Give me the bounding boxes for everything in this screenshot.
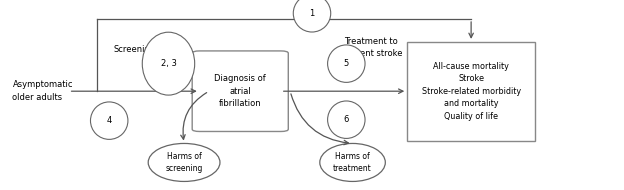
FancyBboxPatch shape [192, 51, 288, 131]
Ellipse shape [148, 143, 220, 181]
Text: All-cause mortality
Stroke
Stroke-related morbidity
and mortality
Quality of lif: All-cause mortality Stroke Stroke-relate… [422, 62, 520, 121]
Text: Asymptomatic
older adults: Asymptomatic older adults [12, 80, 73, 102]
Ellipse shape [328, 101, 365, 139]
Text: 4: 4 [107, 116, 112, 125]
Bar [407, 42, 535, 141]
Text: Treatment to
prevent stroke: Treatment to prevent stroke [341, 37, 402, 58]
Text: 1: 1 [310, 9, 314, 18]
Ellipse shape [293, 0, 331, 32]
Ellipse shape [319, 143, 385, 181]
Text: 5: 5 [344, 59, 349, 68]
Text: Diagnosis of
atrial
fibrillation: Diagnosis of atrial fibrillation [215, 74, 266, 108]
Text: Harms of
screening: Harms of screening [165, 152, 203, 173]
Ellipse shape [90, 102, 128, 139]
Text: Harms of
treatment: Harms of treatment [333, 152, 372, 173]
Text: 2, 3: 2, 3 [160, 59, 177, 68]
Ellipse shape [142, 32, 195, 95]
Ellipse shape [328, 45, 365, 82]
Text: 6: 6 [344, 115, 349, 124]
Text: Screening: Screening [113, 45, 155, 54]
